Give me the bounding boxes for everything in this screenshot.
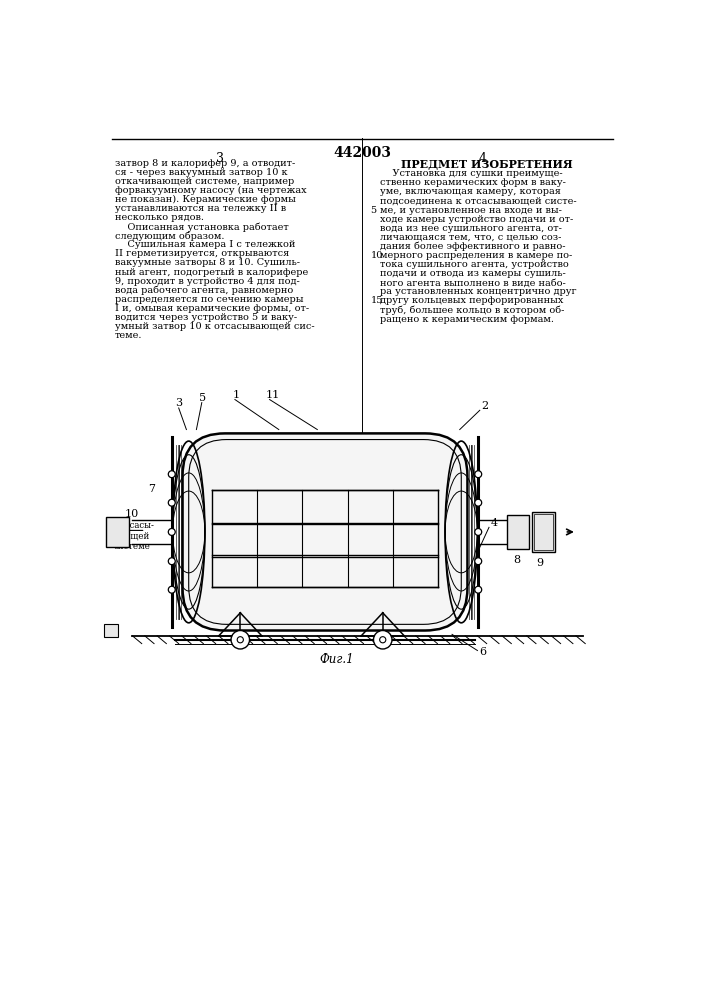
- Text: труб, большее кольцо в котором об-: труб, большее кольцо в котором об-: [380, 306, 564, 315]
- Text: 10: 10: [125, 509, 139, 519]
- Text: другу кольцевых перфорированных: другу кольцевых перфорированных: [380, 296, 563, 305]
- Text: 3: 3: [216, 152, 223, 165]
- Text: личающаяся тем, что, с целью соз-: личающаяся тем, что, с целью соз-: [380, 233, 561, 242]
- Text: 5: 5: [370, 206, 377, 215]
- Bar: [105, 517, 129, 547]
- Text: 442003: 442003: [333, 146, 391, 160]
- Text: Установка для сушки преимуще-: Установка для сушки преимуще-: [380, 169, 562, 178]
- Text: теме.: теме.: [115, 331, 142, 340]
- Text: ращено к керамическим формам.: ращено к керамическим формам.: [380, 315, 554, 324]
- Circle shape: [168, 558, 175, 565]
- Text: затвор 8 и калорифер 9, а отводит-: затвор 8 и калорифер 9, а отводит-: [115, 158, 295, 167]
- Text: тока сушильного агента, устройство: тока сушильного агента, устройство: [380, 260, 568, 269]
- Circle shape: [238, 637, 243, 643]
- Text: ственно керамических форм в ваку-: ственно керамических форм в ваку-: [380, 178, 566, 187]
- Text: ся - через вакуумный затвор 10 к: ся - через вакуумный затвор 10 к: [115, 168, 288, 177]
- Text: 6: 6: [479, 647, 486, 657]
- Text: 4: 4: [491, 518, 498, 528]
- Text: распределяется по сечению камеры: распределяется по сечению камеры: [115, 295, 303, 304]
- Text: дания более эффективного и равно-: дания более эффективного и равно-: [380, 242, 565, 251]
- Text: 9, проходит в устройство 4 для под-: 9, проходит в устройство 4 для под-: [115, 277, 300, 286]
- Text: вакуумные затворы 8 и 10. Сушиль-: вакуумные затворы 8 и 10. Сушиль-: [115, 258, 300, 267]
- Circle shape: [168, 471, 175, 478]
- Circle shape: [475, 499, 481, 506]
- Text: 4: 4: [479, 152, 487, 165]
- Circle shape: [475, 586, 481, 593]
- Circle shape: [475, 558, 481, 565]
- Text: 7: 7: [148, 484, 155, 494]
- Bar: [508, 515, 529, 549]
- Text: устанавливаются на тележку II в: устанавливаются на тележку II в: [115, 204, 286, 213]
- Text: ме, и установленное на входе и вы-: ме, и установленное на входе и вы-: [380, 206, 561, 215]
- Text: уме, включающая камеру, которая: уме, включающая камеру, которая: [380, 187, 561, 196]
- Text: Описанная установка работает: Описанная установка работает: [115, 222, 288, 232]
- Text: ного агента выполнено в виде набо-: ного агента выполнено в виде набо-: [380, 278, 566, 287]
- Text: ра установленных концентрично друг: ра установленных концентрично друг: [380, 287, 576, 296]
- Text: 5: 5: [199, 393, 206, 403]
- Text: Фиг.1: Фиг.1: [320, 653, 354, 666]
- Text: подачи и отвода из камеры сушиль-: подачи и отвода из камеры сушиль-: [380, 269, 566, 278]
- Text: вода рабочего агента, равномерно: вода рабочего агента, равномерно: [115, 286, 293, 295]
- Text: 1: 1: [233, 390, 240, 400]
- Text: 10: 10: [370, 251, 382, 260]
- Circle shape: [168, 499, 175, 506]
- Circle shape: [475, 471, 481, 478]
- Text: вода из нее сушильного агента, от-: вода из нее сушильного агента, от-: [380, 224, 561, 233]
- Circle shape: [373, 631, 392, 649]
- Text: форвакуумному насосу (на чертежах: форвакуумному насосу (на чертежах: [115, 186, 306, 195]
- Circle shape: [475, 528, 481, 535]
- Bar: [534, 514, 553, 550]
- Text: 8: 8: [514, 555, 521, 565]
- Text: откачивающей системе, например: откачивающей системе, например: [115, 177, 294, 186]
- Text: Котсасы-
вающей
системе: Котсасы- вающей системе: [113, 521, 154, 551]
- Text: 3: 3: [175, 398, 182, 408]
- Text: не показан). Керамические формы: не показан). Керамические формы: [115, 195, 296, 204]
- Text: подсоединена к отсасывающей систе-: подсоединена к отсасывающей систе-: [380, 197, 576, 206]
- Text: ходе камеры устройство подачи и от-: ходе камеры устройство подачи и от-: [380, 215, 573, 224]
- Text: 11: 11: [266, 390, 280, 400]
- Bar: [532, 512, 555, 552]
- Text: Сушильная камера I с тележкой: Сушильная камера I с тележкой: [115, 240, 295, 249]
- Text: ПРЕДМЕТ ИЗОБРЕТЕНИЯ: ПРЕДМЕТ ИЗОБРЕТЕНИЯ: [401, 158, 573, 169]
- Text: 9: 9: [537, 558, 544, 568]
- Text: II герметизируется, открываются: II герметизируется, открываются: [115, 249, 289, 258]
- Text: водится через устройство 5 и ваку-: водится через устройство 5 и ваку-: [115, 313, 297, 322]
- Circle shape: [380, 637, 386, 643]
- Circle shape: [231, 631, 250, 649]
- FancyBboxPatch shape: [182, 433, 467, 631]
- Text: несколько рядов.: несколько рядов.: [115, 213, 204, 222]
- Text: умный затвор 10 к отсасывающей сис-: умный затвор 10 к отсасывающей сис-: [115, 322, 315, 331]
- Text: I и, омывая керамические формы, от-: I и, омывая керамические формы, от-: [115, 304, 309, 313]
- Text: 15: 15: [370, 296, 382, 305]
- Circle shape: [168, 528, 175, 535]
- Text: следующим образом.: следующим образом.: [115, 231, 224, 241]
- Text: ный агент, подогретый в калорифере: ный агент, подогретый в калорифере: [115, 268, 308, 277]
- Circle shape: [168, 586, 175, 593]
- Text: мерного распределения в камере по-: мерного распределения в камере по-: [380, 251, 572, 260]
- Text: 2: 2: [481, 401, 489, 411]
- Bar: [104, 624, 118, 637]
